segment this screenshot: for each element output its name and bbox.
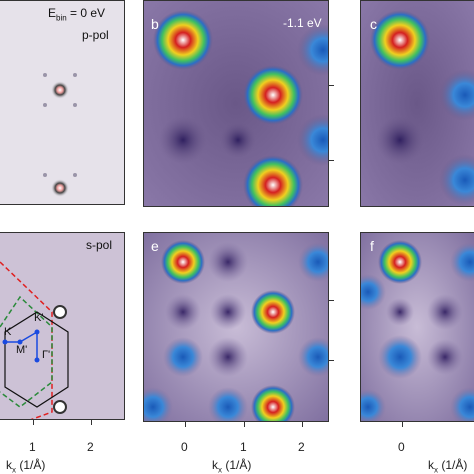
bz-path	[5, 330, 38, 360]
panel-c: c	[360, 0, 474, 207]
bz-label-Gamma-prime: Γ'	[42, 349, 51, 361]
panel-a-image	[0, 0, 125, 205]
panel-e-label: e	[151, 238, 159, 254]
panel-b-ytick-1	[329, 85, 334, 86]
panel-f: f	[360, 232, 474, 422]
mid-x-axis-label: kx (1/Å)	[212, 458, 252, 474]
right-x-axis-label: kx (1/Å)	[428, 458, 468, 474]
panel-b-ytick-2	[329, 160, 334, 161]
panel-a: Ebin = 0 eV p-pol	[0, 0, 125, 205]
bz-point-K	[2, 339, 8, 345]
left-x-axis-label: kx (1/Å)	[6, 458, 46, 474]
panel-b-energy: -1.1 eV	[283, 16, 322, 30]
mid-xtick-label-1: 1	[240, 440, 247, 454]
panel-c-label: c	[370, 16, 377, 32]
mid-xtick-1	[244, 422, 245, 427]
left-xtick-label-2: 2	[87, 440, 94, 454]
panel-e-ytick-1	[329, 300, 334, 301]
bz-label-K-prime: K'	[34, 312, 44, 324]
bz-point-M-prime	[17, 339, 23, 345]
panel-f-label: f	[370, 238, 374, 254]
panel-d-image	[0, 232, 125, 420]
left-xtick-label-1: 1	[29, 440, 36, 454]
bz-hexagon	[4, 311, 69, 408]
panel-d-polarization: s-pol	[86, 238, 113, 252]
panel-e-image	[143, 232, 329, 422]
panel-b-label: b	[151, 16, 159, 32]
panel-a-energy: Ebin = 0 eV	[48, 6, 106, 23]
mid-xtick-label-0: 0	[181, 440, 188, 454]
panel-c-image	[360, 0, 474, 207]
bz-label-M-prime: M'	[16, 344, 28, 356]
panel-f-image	[360, 232, 474, 422]
panel-a-polarization: p-pol	[82, 28, 109, 42]
left-xtick-1	[33, 420, 34, 425]
right-xtick-0	[402, 422, 403, 427]
left-xtick-2	[91, 420, 92, 425]
panel-b: b -1.1 eV	[143, 0, 329, 207]
panel-e-ytick-2	[329, 360, 334, 361]
panel-e: e	[143, 232, 329, 422]
bz-label-K: K	[4, 326, 12, 338]
mid-xtick-0	[185, 422, 186, 427]
bz-green-dashed	[0, 295, 53, 408]
mid-xtick-label-2: 2	[298, 440, 305, 454]
panel-b-image	[143, 0, 329, 207]
right-xtick-label-0: 0	[398, 440, 405, 454]
panel-d: s-pol K K' M' Γ'	[0, 232, 125, 420]
bz-point-Gamma-prime	[34, 357, 40, 363]
mid-xtick-2	[302, 422, 303, 427]
bz-point-K-prime	[34, 329, 40, 335]
